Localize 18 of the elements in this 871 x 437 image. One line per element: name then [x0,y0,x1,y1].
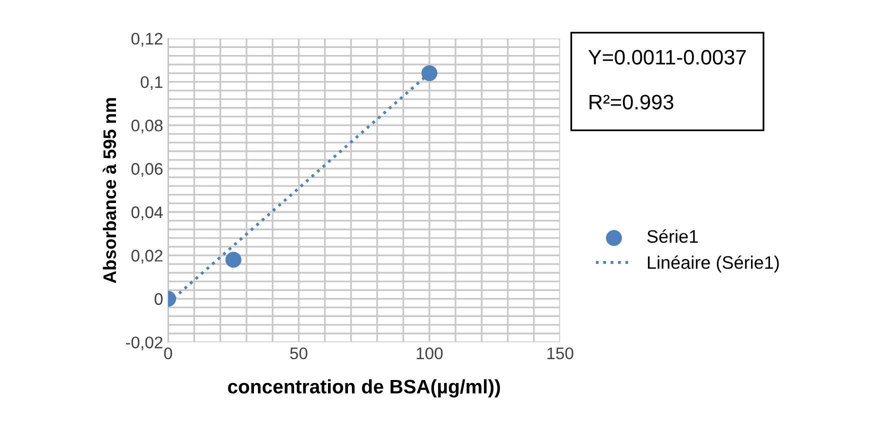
y-tick-label: -0,02 [126,336,162,350]
y-tick-label: 0,06 [131,163,163,177]
y-tick-label: 0,08 [131,120,163,134]
y-tick-label: 0,12 [131,32,162,47]
x-tick-label: 50 [290,347,308,360]
text: Y=0.0011-0.0037 [588,50,746,65]
x-tick-label: 100 [416,347,443,360]
x-tick-label: 0 [164,347,172,360]
y-tick-label: 0,02 [131,250,162,264]
y-axis-title: Absorbance à 595 nm [102,98,116,284]
text: R²=0.993 [590,94,674,110]
x-tick-label: 150 [547,347,574,360]
x-axis-title: concentration de BSA(µg/ml)) [228,379,500,398]
legend-label: Série1 [647,229,698,243]
y-tick-label: 0,1 [140,76,162,90]
y-tick-label: 0 [154,293,163,305]
legend-label: Linéaire (Série1) [648,255,779,272]
y-tick-label: 0,04 [131,206,163,220]
